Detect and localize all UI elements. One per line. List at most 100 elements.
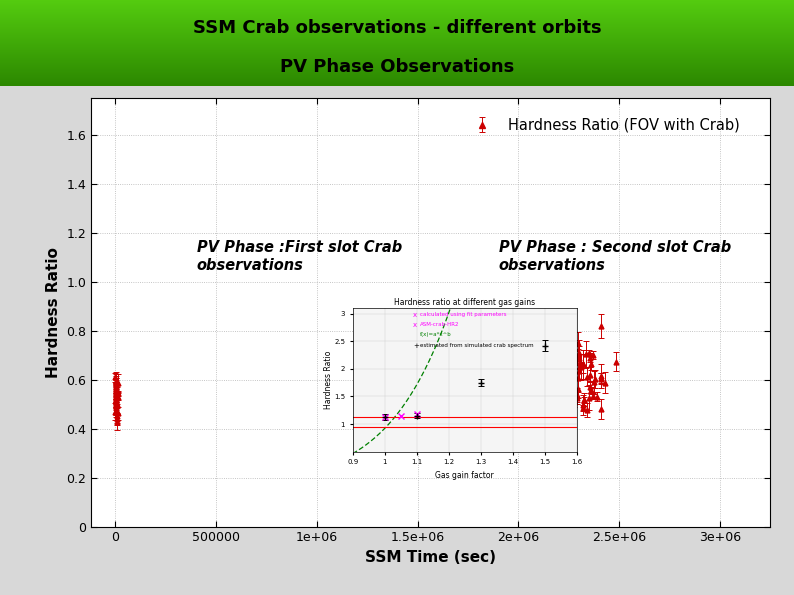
Bar	[0, 39, 794, 40]
Bar	[0, 8, 794, 9]
Bar	[0, 41, 794, 42]
Bar	[0, 36, 794, 37]
Bar	[0, 43, 794, 44]
Bar	[0, 18, 794, 20]
Bar	[0, 16, 794, 17]
Bar	[0, 7, 794, 8]
Bar	[0, 79, 794, 80]
Bar	[0, 72, 794, 73]
Bar	[0, 53, 794, 54]
Bar	[0, 42, 794, 43]
Bar	[0, 32, 794, 33]
Bar	[0, 60, 794, 61]
Bar	[0, 0, 794, 1]
Bar	[0, 65, 794, 66]
Bar	[0, 78, 794, 79]
Bar	[0, 52, 794, 53]
Bar	[0, 49, 794, 51]
Bar	[0, 38, 794, 39]
Bar	[0, 8, 794, 10]
Bar	[0, 40, 794, 41]
Bar	[0, 76, 794, 77]
Bar	[0, 62, 794, 63]
Bar	[0, 73, 794, 74]
Bar	[0, 82, 794, 83]
Bar	[0, 29, 794, 30]
Text: PV Phase Observations: PV Phase Observations	[279, 58, 515, 76]
Legend: Hardness Ratio (FOV with Crab): Hardness Ratio (FOV with Crab)	[461, 112, 746, 139]
Bar	[0, 61, 794, 62]
Bar	[0, 71, 794, 72]
X-axis label: Gas gain factor: Gas gain factor	[435, 471, 494, 480]
Text: ASM-crab-HR2: ASM-crab-HR2	[420, 322, 460, 327]
Text: PV Phase :First slot Crab
observations: PV Phase :First slot Crab observations	[197, 240, 402, 273]
Bar	[0, 80, 794, 82]
Bar	[0, 70, 794, 71]
Bar	[0, 20, 794, 21]
Bar	[0, 37, 794, 38]
Bar	[0, 35, 794, 36]
Bar	[0, 13, 794, 14]
Bar	[0, 47, 794, 48]
Bar	[0, 45, 794, 46]
Bar	[0, 57, 794, 58]
Bar	[0, 27, 794, 28]
Bar	[0, 60, 794, 61]
Bar	[0, 21, 794, 22]
Bar	[0, 28, 794, 29]
Bar	[0, 67, 794, 68]
Bar	[0, 51, 794, 52]
Bar	[0, 6, 794, 7]
Bar	[0, 58, 794, 59]
Bar	[0, 5, 794, 6]
Bar	[0, 34, 794, 35]
Bar	[0, 23, 794, 24]
Bar	[0, 55, 794, 56]
Bar	[0, 11, 794, 12]
Bar	[0, 10, 794, 11]
Bar	[0, 24, 794, 25]
Y-axis label: Hardness Ratio: Hardness Ratio	[323, 350, 333, 409]
Bar	[0, 64, 794, 65]
Bar	[0, 12, 794, 13]
Title: Hardness ratio at different gas gains: Hardness ratio at different gas gains	[394, 298, 535, 307]
Bar	[0, 56, 794, 57]
Bar	[0, 4, 794, 5]
Bar	[0, 17, 794, 18]
Bar	[0, 44, 794, 45]
Bar	[0, 1, 794, 2]
Text: x: x	[413, 312, 418, 318]
Bar	[0, 54, 794, 55]
Bar	[0, 74, 794, 75]
Bar	[0, 69, 794, 70]
Bar	[0, 63, 794, 64]
Bar	[0, 2, 794, 3]
Bar	[0, 30, 794, 31]
Text: calculated using fit parameters: calculated using fit parameters	[420, 312, 507, 317]
Bar	[0, 31, 794, 32]
Bar	[0, 48, 794, 49]
Bar	[0, 66, 794, 67]
Bar	[0, 14, 794, 15]
Text: PV Phase : Second slot Crab
observations: PV Phase : Second slot Crab observations	[499, 240, 731, 273]
Bar	[0, 15, 794, 16]
Text: estimated from simulated crab spectrum: estimated from simulated crab spectrum	[420, 343, 534, 347]
Text: f(x)=a*x^b: f(x)=a*x^b	[420, 333, 452, 337]
Bar	[0, 25, 794, 26]
Bar	[0, 33, 794, 34]
Bar	[0, 84, 794, 85]
Bar	[0, 77, 794, 78]
Text: +: +	[413, 343, 419, 349]
Bar	[0, 68, 794, 69]
Bar	[0, 22, 794, 23]
X-axis label: SSM Time (sec): SSM Time (sec)	[365, 550, 496, 565]
Bar	[0, 3, 794, 4]
Bar	[0, 75, 794, 76]
Bar	[0, 26, 794, 27]
Y-axis label: Hardness Ratio: Hardness Ratio	[46, 247, 61, 378]
Bar	[0, 85, 794, 86]
Text: x: x	[413, 322, 418, 328]
Bar	[0, 46, 794, 47]
Bar	[0, 59, 794, 60]
Text: SSM Crab observations - different orbits: SSM Crab observations - different orbits	[193, 18, 601, 37]
